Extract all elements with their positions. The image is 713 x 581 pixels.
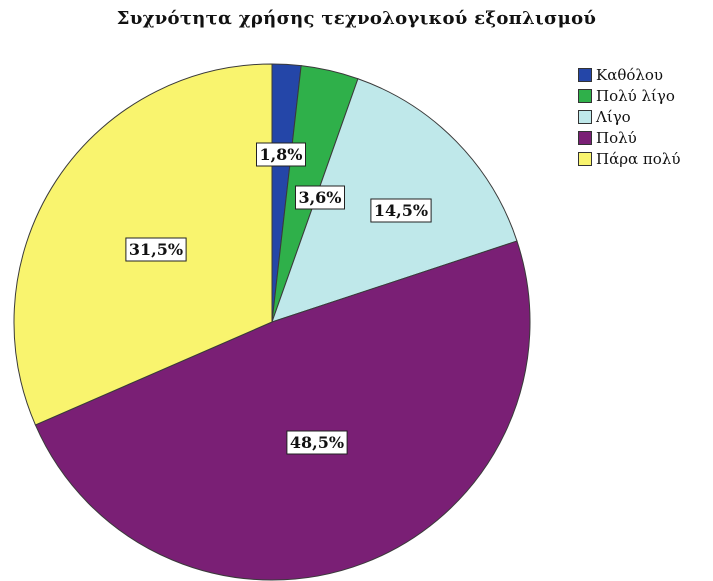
legend-swatch bbox=[578, 67, 592, 82]
legend-label: Πάρα πολύ bbox=[596, 149, 681, 168]
legend-swatch bbox=[578, 109, 592, 124]
legend-label: Πολύ bbox=[596, 128, 637, 147]
data-label-box bbox=[125, 237, 187, 262]
legend-swatch bbox=[578, 151, 592, 166]
data-label-text: 31,5% bbox=[129, 240, 183, 259]
data-label-box bbox=[295, 185, 345, 210]
data-label-box bbox=[370, 198, 432, 223]
pie-slice bbox=[34, 240, 531, 581]
data-label-text: 1,8% bbox=[259, 145, 302, 164]
legend-item: Πολύ bbox=[578, 127, 680, 148]
legend-label: Πολύ λίγο bbox=[596, 86, 675, 105]
legend: Καθόλου Πολύ λίγο Λίγο Πολύ Πάρα πολύ bbox=[578, 64, 680, 169]
chart-title: Συχνότητα χρήσης τεχνολογικού εξοπλισμού bbox=[116, 8, 597, 29]
data-label: 3,6% bbox=[295, 185, 345, 210]
data-label-box bbox=[256, 142, 306, 167]
legend-item: Πάρα πολύ bbox=[578, 148, 680, 169]
data-label-box bbox=[286, 430, 348, 455]
legend-swatch bbox=[578, 130, 592, 145]
data-label: 14,5% bbox=[370, 198, 432, 223]
data-label-text: 14,5% bbox=[374, 201, 428, 220]
data-label: 1,8% bbox=[256, 142, 306, 167]
legend-label: Καθόλου bbox=[596, 65, 664, 84]
data-label-text: 48,5% bbox=[290, 433, 344, 452]
legend-item: Καθόλου bbox=[578, 64, 680, 85]
data-label: 48,5% bbox=[286, 430, 348, 455]
legend-item: Πολύ λίγο bbox=[578, 85, 680, 106]
legend-label: Λίγο bbox=[596, 107, 631, 126]
legend-item: Λίγο bbox=[578, 106, 680, 127]
data-label: 31,5% bbox=[125, 237, 187, 262]
data-label-text: 3,6% bbox=[298, 188, 341, 207]
legend-swatch bbox=[578, 88, 592, 103]
